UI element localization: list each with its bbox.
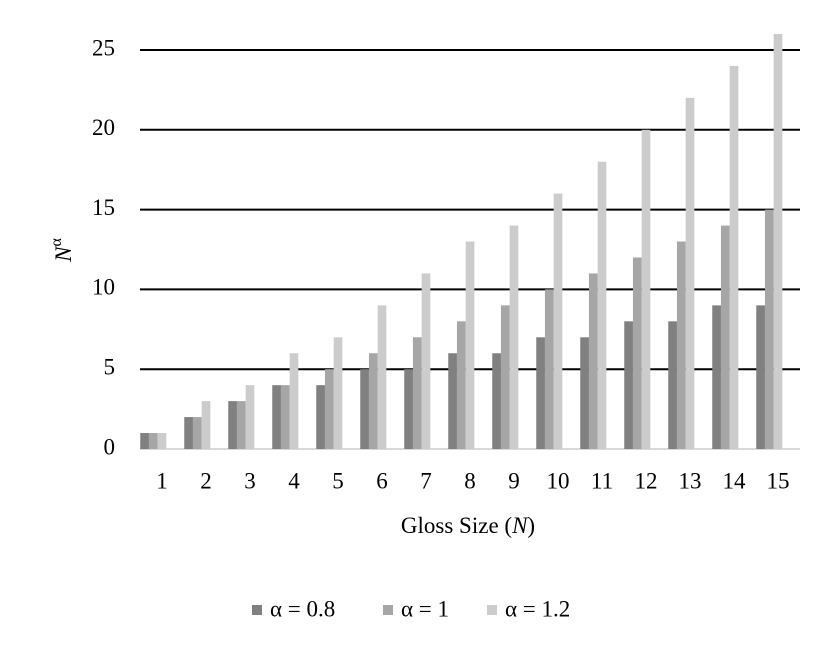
x-tick-label: 5 [332, 468, 344, 493]
bar [544, 289, 554, 449]
y-tick-label: 15 [92, 195, 115, 220]
bar [140, 433, 149, 449]
y-tick-label: 0 [104, 434, 116, 459]
x-tick-label: 13 [679, 468, 702, 493]
bar [228, 401, 237, 449]
bar [148, 433, 158, 449]
x-tick-label: 15 [767, 468, 790, 493]
bar [641, 129, 651, 450]
x-title-part: Gloss Size ( [401, 513, 512, 538]
bar [404, 369, 413, 449]
bar [448, 353, 457, 449]
bar [509, 225, 519, 449]
y-title-part: N [51, 245, 76, 263]
bar [685, 97, 695, 449]
bar [588, 273, 598, 449]
legend-swatch [383, 605, 393, 615]
bar [360, 369, 369, 449]
x-tick-label: 12 [635, 468, 658, 493]
bar [624, 321, 633, 449]
bar [465, 241, 475, 449]
x-title-part: ) [527, 513, 535, 538]
bar [720, 225, 730, 449]
bar [368, 353, 378, 449]
bar [316, 385, 325, 449]
legend-label: α = 0.8 [270, 596, 335, 621]
x-tick-label: 10 [547, 468, 570, 493]
bar [272, 385, 281, 449]
y-tick-label: 5 [104, 354, 116, 379]
legend-label: α = 1.2 [505, 596, 570, 621]
legend-swatch [487, 605, 497, 615]
bar [377, 305, 387, 449]
bar [712, 305, 721, 449]
bar [492, 353, 501, 449]
bar [536, 337, 545, 449]
y-tick-label: 20 [92, 115, 115, 140]
bar [764, 209, 774, 449]
y-axis-title: Nα [48, 238, 76, 263]
bar [157, 433, 167, 449]
y-tick-label: 10 [92, 275, 115, 300]
bar [333, 337, 343, 449]
bar [184, 417, 193, 449]
bar [632, 257, 642, 449]
bar [421, 273, 431, 449]
bar [456, 321, 466, 449]
x-tick-label: 3 [244, 468, 256, 493]
bar [676, 241, 686, 449]
bar [245, 385, 255, 449]
bar [597, 161, 607, 449]
x-tick-label: 1 [156, 468, 168, 493]
bar [201, 401, 211, 449]
bar [553, 193, 563, 449]
bar [289, 353, 299, 449]
x-tick-label: 9 [508, 468, 520, 493]
bar [192, 417, 202, 449]
bar [756, 305, 765, 449]
bar [412, 337, 422, 449]
bar [500, 305, 510, 449]
x-tick-label: 4 [288, 468, 300, 493]
y-tick-label: 25 [92, 35, 115, 60]
x-tick-label: 14 [723, 468, 747, 493]
bar [280, 385, 290, 449]
y-title-part: α [48, 238, 65, 247]
bar [773, 34, 783, 449]
legend-label: α = 1 [401, 596, 449, 621]
bar [236, 401, 246, 449]
x-title-part: N [511, 513, 529, 538]
legend-swatch [252, 605, 262, 615]
x-tick-label: 8 [464, 468, 476, 493]
bar [668, 321, 677, 449]
bar [324, 369, 334, 449]
bar [580, 337, 589, 449]
bar [729, 65, 739, 450]
x-tick-label: 7 [420, 468, 432, 493]
x-tick-label: 6 [376, 468, 388, 493]
x-tick-label: 11 [591, 468, 613, 493]
x-tick-label: 2 [200, 468, 212, 493]
x-axis-title: Gloss Size (N) [401, 513, 535, 538]
